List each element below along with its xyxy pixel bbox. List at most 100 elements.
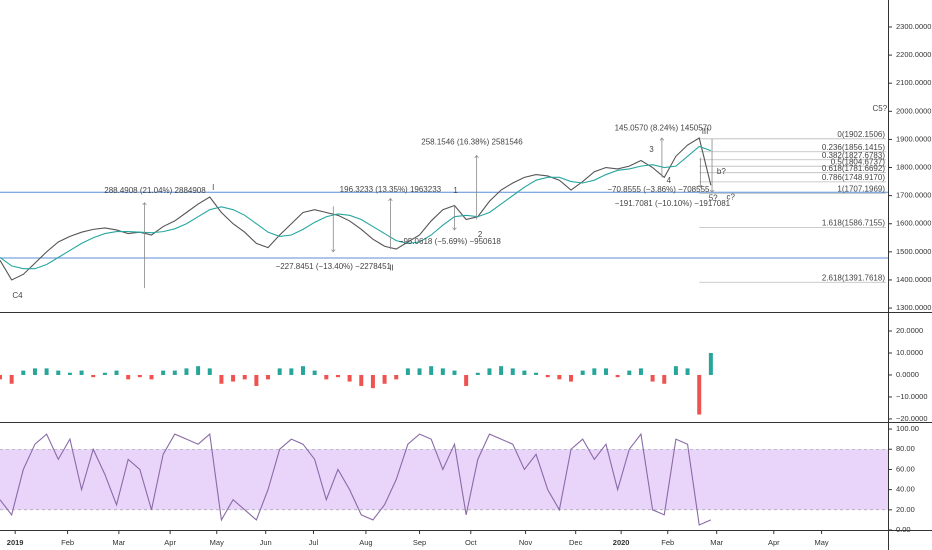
histogram-bar <box>347 374 352 382</box>
histogram-bar <box>592 368 597 375</box>
series-line <box>0 137 712 281</box>
y-tick-label: 40.00 <box>896 485 915 494</box>
y-tick-label: 2100.0000 <box>896 78 931 87</box>
histogram-bar <box>429 366 434 375</box>
histogram-bar <box>452 370 457 375</box>
histogram-bar <box>405 368 410 375</box>
histogram-bar <box>499 366 504 375</box>
wave-label: II <box>389 263 393 272</box>
pane: 1300.0000 1400.0000 1500.0000 1600.0000 1700… <box>0 22 931 312</box>
histogram-bar <box>417 368 422 375</box>
wave-label: b? <box>717 167 726 176</box>
histogram-bar <box>673 366 678 375</box>
histogram-bar <box>312 370 317 375</box>
y-tick-label: 100.00 <box>896 424 919 433</box>
x-tick-label: Jun <box>260 538 272 547</box>
measure-label: −95.0618 (−5.69%) −950618 <box>399 237 502 246</box>
histogram-bar <box>697 374 702 415</box>
histogram-bar <box>102 372 107 375</box>
y-tick-label: −10.0000 <box>896 392 928 401</box>
fib-label: 0.382(1827.6783) <box>822 151 886 160</box>
y-tick-label: 0.0000 <box>896 370 919 379</box>
x-tick-label: Dec <box>569 538 583 547</box>
x-tick-label: Feb <box>61 538 74 547</box>
fib-label: 1.618(1586.7155) <box>822 219 886 228</box>
histogram-bar <box>32 368 37 375</box>
y-tick-label: 1600.0000 <box>896 219 931 228</box>
wave-label: I <box>212 183 214 192</box>
y-tick-label: 1300.0000 <box>896 303 931 312</box>
histogram-bar <box>277 368 282 375</box>
histogram-bar <box>662 374 667 384</box>
histogram-bar <box>114 370 119 375</box>
y-tick-label: 60.00 <box>896 464 915 473</box>
x-tick-label: 2019 <box>7 538 24 547</box>
x-tick-label: Jul <box>309 538 319 547</box>
fib-label: 0.786(1748.9170) <box>822 173 886 182</box>
measure-label: −191.7081 (−10.10%) −1917081 <box>615 199 731 208</box>
histogram-bar <box>557 374 562 380</box>
histogram-bar <box>464 374 469 386</box>
y-tick-label: 1400.0000 <box>896 275 931 284</box>
histogram-bar <box>545 374 550 378</box>
histogram-bar <box>475 372 480 375</box>
histogram-bar <box>603 368 608 375</box>
wave-label: 5? <box>709 193 718 202</box>
histogram-bar <box>627 370 632 375</box>
histogram-bar <box>685 368 690 375</box>
y-tick-label: 1500.0000 <box>896 247 931 256</box>
y-tick-label: 1900.0000 <box>896 134 931 143</box>
wave-label: 4 <box>667 176 672 185</box>
histogram-bar <box>172 370 177 375</box>
histogram-bar <box>67 372 72 375</box>
histogram-bar <box>324 374 329 380</box>
fib-label: 0(1902.1506) <box>837 130 885 139</box>
y-tick-label: 2300.0000 <box>896 22 931 31</box>
histogram-bar <box>335 374 340 378</box>
y-tick-label: 10.0000 <box>896 348 923 357</box>
x-tick-label: 2020 <box>613 538 630 547</box>
y-tick-label: 1800.0000 <box>896 163 931 172</box>
measure-label: −227.8451 (−13.40%) −2278451 <box>276 262 392 271</box>
x-tick-label: Feb <box>661 538 674 547</box>
x-tick-label: Mar <box>710 538 723 547</box>
wave-label: 3 <box>649 145 654 154</box>
y-tick-label: 20.00 <box>896 505 915 514</box>
histogram-bar <box>534 372 539 375</box>
fib-label: 0.618(1781.6692) <box>822 164 886 173</box>
y-tick-label: 2000.0000 <box>896 106 931 115</box>
wave-label: C5? <box>872 104 887 113</box>
histogram-bar <box>359 374 364 386</box>
wave-label: C4 <box>12 291 23 300</box>
pane: 100.00 80.00 60.00 40.00 20.00 0.00 2019 Feb Mar… <box>0 424 919 547</box>
histogram-bar <box>580 370 585 375</box>
histogram-bar <box>137 374 142 378</box>
histogram-bar <box>289 368 294 375</box>
histogram-bar <box>242 374 247 380</box>
histogram-bar <box>9 374 14 384</box>
histogram-bar <box>219 374 224 384</box>
x-tick-label: Sep <box>413 538 426 547</box>
histogram-bar <box>91 374 96 378</box>
histogram-bar <box>300 366 305 375</box>
x-tick-label: Nov <box>519 538 533 547</box>
wave-label: c? <box>726 193 735 202</box>
measure-label: −70.8555 (−3.86%) −708555 <box>607 185 710 194</box>
y-tick-label: 20.0000 <box>896 326 923 335</box>
histogram-bar <box>0 374 2 380</box>
histogram-bar <box>196 366 201 375</box>
measure-label: 196.3233 (13.35%) 1963233 <box>340 185 442 194</box>
x-tick-label: Aug <box>359 538 372 547</box>
measure-label: 258.1546 (16.38%) 2581546 <box>421 137 523 146</box>
y-tick-label: 0.00 <box>896 525 911 534</box>
histogram-bar <box>79 370 84 375</box>
wave-label: 2 <box>478 230 483 239</box>
histogram-bar <box>149 374 154 380</box>
x-tick-label: Apr <box>768 538 780 547</box>
y-tick-label: 2200.0000 <box>896 50 931 59</box>
histogram-bar <box>487 368 492 375</box>
oscillator-band <box>0 449 888 510</box>
y-tick-label: 80.00 <box>896 444 915 453</box>
histogram-bar <box>510 368 515 375</box>
